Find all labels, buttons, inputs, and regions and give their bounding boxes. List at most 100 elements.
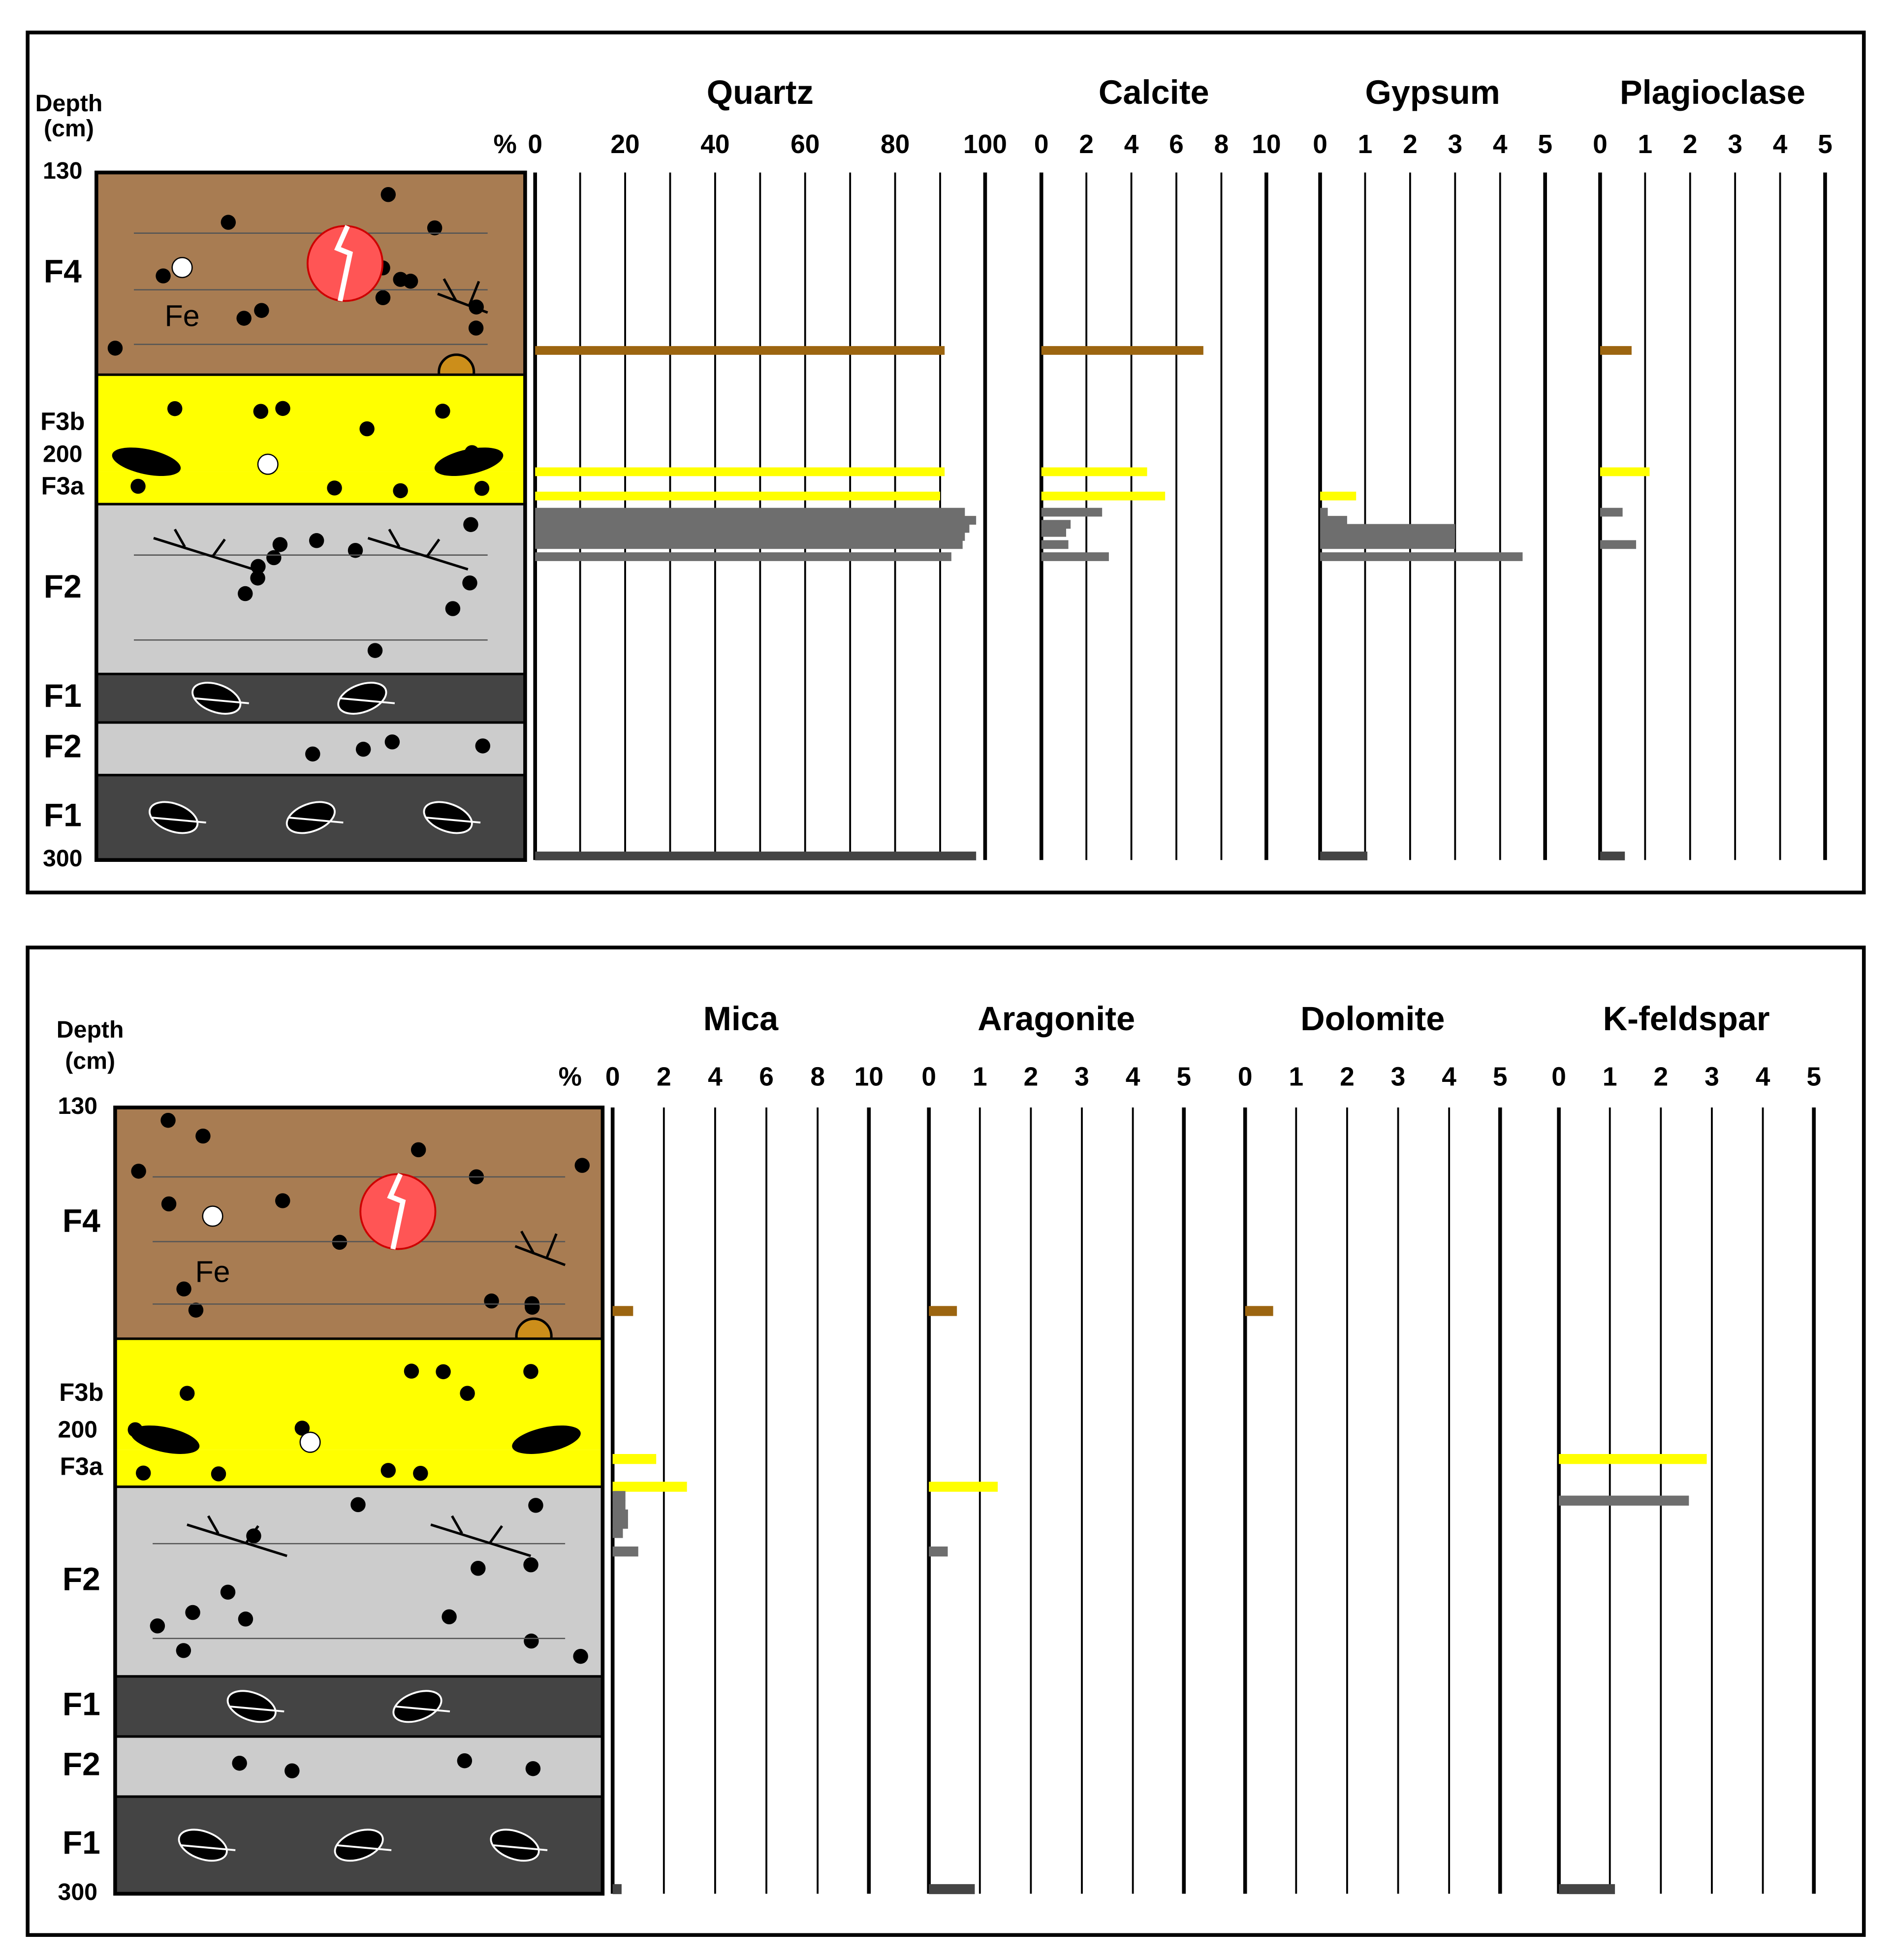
- x-tick-label: 8: [810, 1063, 825, 1092]
- facies-label: F2: [63, 1561, 100, 1597]
- x-tick-label: 4: [708, 1063, 723, 1092]
- bar: [1600, 346, 1632, 355]
- chart-title: Aragonite: [978, 1000, 1135, 1038]
- facies-label: F2: [44, 568, 82, 604]
- bar: [1320, 540, 1455, 549]
- facies-label: F3b: [59, 1378, 103, 1406]
- bar: [535, 467, 945, 476]
- grain: [305, 746, 320, 762]
- unit-label: %: [494, 130, 517, 159]
- grain: [220, 1584, 236, 1600]
- depth-tick-label: 200: [43, 441, 83, 467]
- bar: [929, 1306, 957, 1316]
- bar: [612, 1546, 638, 1557]
- root: [153, 529, 254, 571]
- x-tick-label: 4: [1124, 130, 1139, 159]
- chart-title: Plagioclase: [1620, 73, 1805, 111]
- x-tick-label: 3: [1074, 1063, 1089, 1092]
- leaf-vein: [336, 1844, 392, 1851]
- bar: [1559, 1454, 1707, 1464]
- grain: [107, 341, 123, 356]
- facies-label: F3b: [40, 407, 85, 435]
- leaf: [423, 801, 473, 834]
- grain: [266, 550, 282, 566]
- column-frame: [95, 170, 527, 862]
- x-tick-label: 4: [1442, 1063, 1456, 1092]
- grain: [468, 320, 484, 336]
- bar: [1041, 467, 1147, 476]
- bar: [535, 516, 977, 525]
- annotation: Fe: [164, 299, 199, 332]
- depth-tick-label: 300: [58, 1879, 97, 1905]
- x-tick-label: 0: [1593, 130, 1608, 159]
- concretion: [112, 447, 181, 476]
- grain: [355, 741, 371, 757]
- leaf-vein: [492, 1844, 548, 1851]
- grain: [332, 1234, 347, 1250]
- grain: [525, 1761, 541, 1776]
- grain: [167, 401, 183, 416]
- facies-label: F2: [63, 1745, 100, 1782]
- chart-title: Calcite: [1099, 73, 1209, 111]
- layer: [115, 1107, 603, 1339]
- bar: [929, 1546, 948, 1557]
- pottery-crack: [387, 1173, 406, 1250]
- x-tick-label: 4: [1126, 1063, 1140, 1092]
- grain: [413, 1465, 428, 1481]
- grain: [393, 483, 408, 499]
- facies-label: F3a: [60, 1452, 103, 1480]
- chart-title: Quartz: [707, 73, 814, 111]
- annotation: Fe: [195, 1255, 230, 1288]
- root: [437, 278, 488, 314]
- facies-label: F1: [63, 1685, 100, 1722]
- chart-title: Gypsum: [1365, 73, 1500, 111]
- grain: [253, 404, 269, 419]
- grain: [475, 738, 491, 754]
- x-tick-label: 0: [605, 1063, 620, 1092]
- grain: [150, 1618, 165, 1634]
- grain: [238, 586, 253, 601]
- x-tick-label: 8: [1214, 130, 1229, 159]
- void: [171, 256, 193, 279]
- bar: [1600, 540, 1637, 549]
- x-tick-label: 4: [1493, 130, 1508, 159]
- x-tick-label: 5: [1818, 130, 1832, 159]
- x-tick-label: 2: [1653, 1063, 1668, 1092]
- x-tick-label: 1: [1638, 130, 1652, 159]
- grain: [403, 274, 418, 289]
- depth-unit: (cm): [65, 1047, 115, 1074]
- bar: [1320, 507, 1328, 517]
- facies-label: F3a: [41, 472, 85, 500]
- depth-unit: (cm): [44, 115, 94, 142]
- grain: [327, 480, 342, 496]
- grain: [347, 542, 363, 558]
- x-tick-label: 5: [1538, 130, 1552, 159]
- grain: [188, 1302, 204, 1318]
- bar: [612, 1518, 628, 1529]
- grain: [131, 1164, 146, 1179]
- grain: [460, 1386, 475, 1401]
- grain: [161, 1196, 177, 1212]
- x-tick-label: 6: [759, 1063, 774, 1092]
- grain: [474, 480, 490, 496]
- depth-label: Depth: [57, 1016, 124, 1043]
- x-tick-label: 0: [1034, 130, 1049, 159]
- grain: [284, 1763, 300, 1778]
- root: [367, 529, 469, 571]
- x-tick-label: 3: [1728, 130, 1742, 159]
- leaf: [178, 1829, 228, 1862]
- grain: [185, 1605, 200, 1620]
- panel-frame: [26, 31, 1866, 895]
- x-tick-label: 4: [1773, 130, 1788, 159]
- x-tick-label: 5: [1176, 1063, 1191, 1092]
- leaf: [191, 682, 242, 715]
- root: [187, 1515, 287, 1557]
- depth-tick-label: 300: [43, 845, 83, 872]
- grain: [251, 559, 266, 574]
- grain: [130, 478, 146, 494]
- grain: [525, 1299, 540, 1315]
- grain: [180, 1386, 195, 1401]
- x-tick-label: 1: [1603, 1063, 1617, 1092]
